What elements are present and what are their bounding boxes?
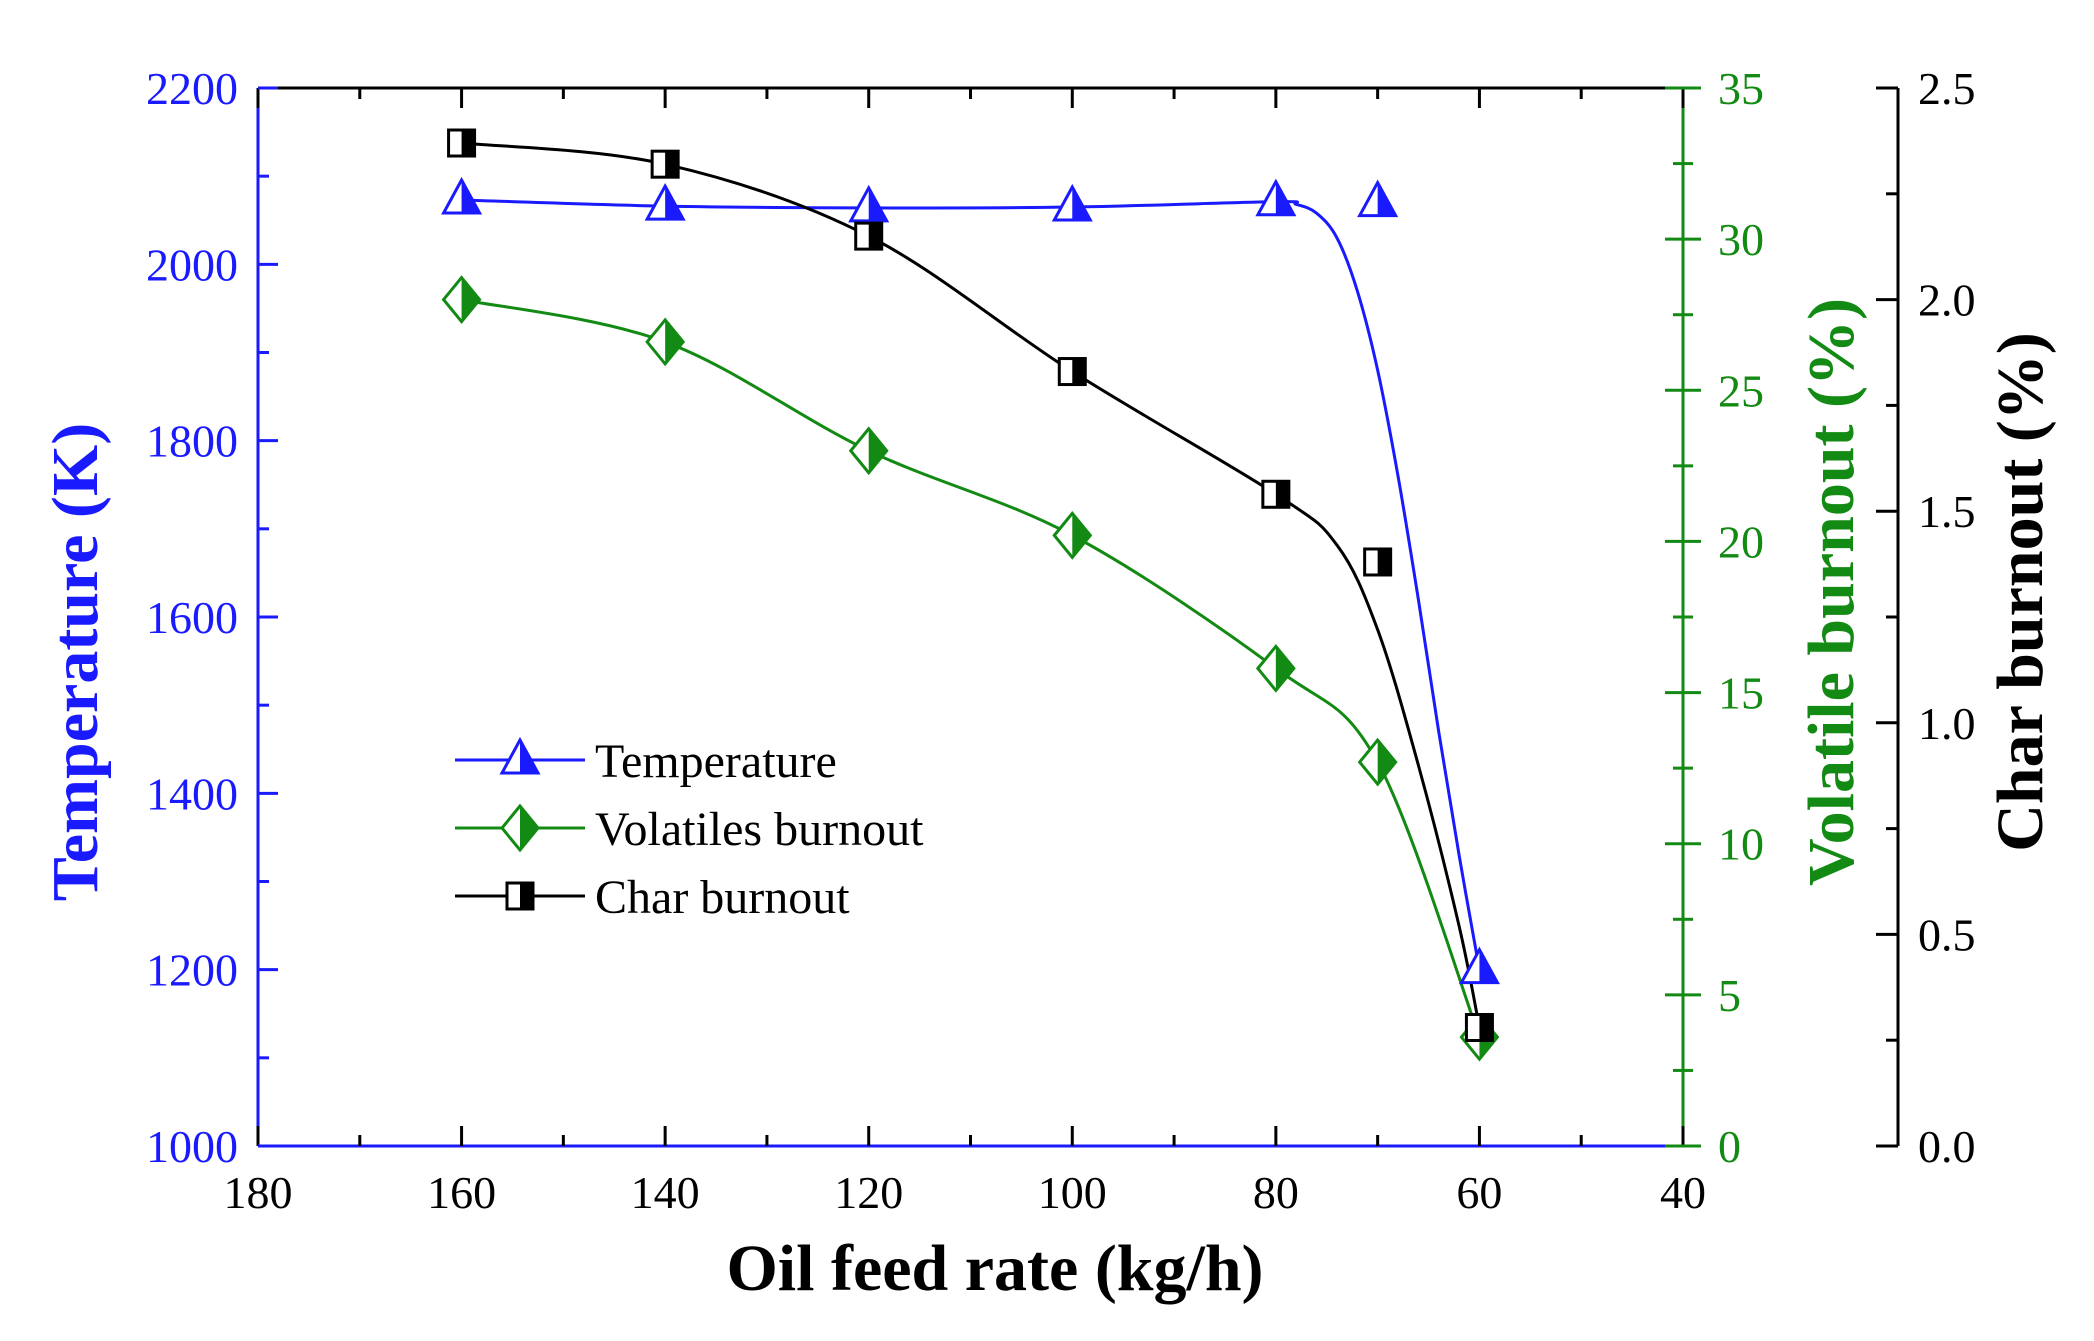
- marker-triangle: [441, 176, 483, 215]
- x-tick-label: 100: [1038, 1167, 1107, 1218]
- temp-tick-label: 1000: [146, 1121, 238, 1172]
- series-line-diamond: [461, 298, 1481, 1038]
- vol-tick-label: 10: [1718, 819, 1764, 870]
- axis-ticks: [256, 86, 1898, 1148]
- marker-square: [1057, 357, 1087, 387]
- vol-tick-label: 0: [1718, 1121, 1741, 1172]
- marker-square: [1261, 479, 1291, 509]
- temp-tick-label: 2000: [146, 239, 238, 290]
- legend-marker-volatiles: [500, 803, 540, 853]
- plot-frame: [256, 86, 1900, 1148]
- marker-triangle: [848, 184, 890, 223]
- x-tick-label: 160: [427, 1167, 496, 1218]
- marker-square: [1363, 547, 1393, 577]
- x-tick-label: 80: [1253, 1167, 1299, 1218]
- y-axis-title-temperature: Temperature (K): [39, 423, 112, 901]
- char-tick-label: 1.0: [1918, 698, 1976, 749]
- temp-tick-label: 2200: [146, 63, 238, 114]
- vol-tick-label: 20: [1718, 516, 1764, 567]
- vol-tick-label: 35: [1718, 63, 1764, 114]
- legend-marker-char: [505, 881, 535, 911]
- marker-square: [854, 221, 884, 251]
- x-tick-label: 120: [834, 1167, 903, 1218]
- x-tick-label: 60: [1456, 1167, 1502, 1218]
- series-markers: [441, 128, 1500, 1062]
- marker-triangle: [1357, 179, 1399, 218]
- marker-triangle: [1051, 183, 1093, 222]
- vol-tick-label: 30: [1718, 214, 1764, 265]
- char-tick-label: 1.5: [1918, 486, 1976, 537]
- marker-triangle: [644, 183, 686, 221]
- char-tick-label: 0.0: [1918, 1121, 1976, 1172]
- marker-triangle: [1255, 178, 1297, 217]
- series-line-triangle: [461, 198, 1481, 970]
- legend-marker-temperature: [499, 736, 541, 775]
- marker-diamond: [1357, 737, 1398, 787]
- marker-diamond: [645, 317, 686, 367]
- char-tick-label: 0.5: [1918, 909, 1976, 960]
- char-tick-label: 2.0: [1918, 275, 1976, 326]
- x-tick-label: 140: [631, 1167, 700, 1218]
- legend-label-char: Char burnout: [595, 871, 850, 924]
- y-axis-title-volatile: Volatile burnout (%): [1795, 298, 1868, 886]
- marker-diamond: [848, 426, 889, 476]
- marker-triangle: [1458, 946, 1500, 985]
- marker-square: [1464, 1013, 1494, 1043]
- vol-tick-label: 5: [1718, 970, 1741, 1021]
- marker-square: [650, 149, 680, 179]
- legend: Temperature Volatiles burnout Char burno…: [455, 735, 924, 924]
- marker-diamond: [441, 275, 482, 324]
- marker-diamond: [1052, 511, 1093, 560]
- marker-square: [447, 128, 477, 158]
- legend-label-volatiles: Volatiles burnout: [595, 803, 924, 856]
- x-tick-label: 180: [224, 1167, 293, 1218]
- temp-tick-label: 1200: [146, 945, 238, 996]
- temp-tick-label: 1400: [146, 768, 238, 819]
- x-tick-label: 40: [1660, 1167, 1706, 1218]
- legend-label-temperature: Temperature: [595, 735, 837, 788]
- vol-tick-label: 25: [1718, 365, 1764, 416]
- marker-diamond: [1255, 644, 1296, 693]
- temp-tick-label: 1800: [146, 416, 238, 467]
- char-tick-label: 2.5: [1918, 63, 1976, 114]
- tick-labels: 180 160 140 120 100 80 60 401000120014001600180…: [146, 63, 1976, 1218]
- y-axis-title-char: Char burnout (%): [1984, 332, 2057, 852]
- x-axis-title: Oil feed rate (kg/h): [726, 1232, 1263, 1305]
- vol-tick-label: 15: [1718, 668, 1764, 719]
- temp-tick-label: 1600: [146, 592, 238, 643]
